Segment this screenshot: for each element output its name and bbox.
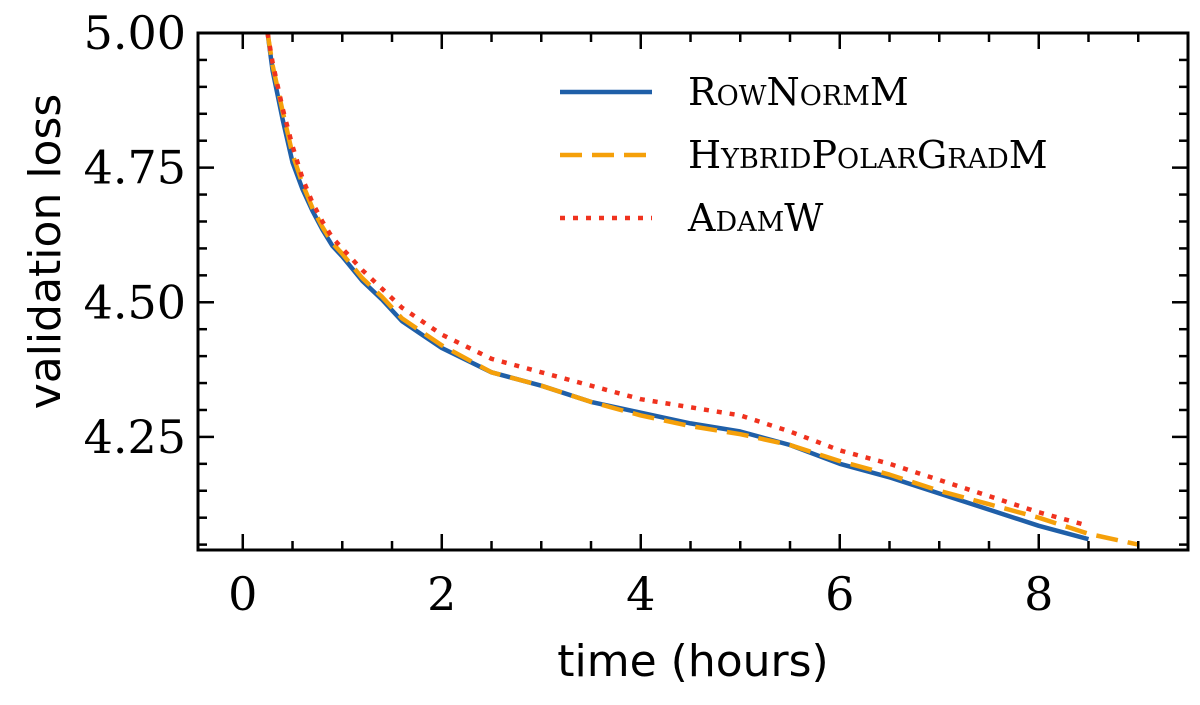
tick-labels-layer: 0 2 4 6 8 4.25 4.50 4.75 5.00 — [84, 6, 1054, 621]
series-layer — [265, 33, 1139, 547]
y-tick-label: 4.25 — [84, 410, 186, 464]
series-line-3 — [265, 33, 1090, 528]
legend: RowNormM HybridPolarGradM AdamW — [560, 70, 1048, 240]
series-line-2 — [265, 33, 1139, 547]
legend-label-3: AdamW — [687, 196, 823, 240]
y-axis-title: validation loss — [20, 94, 71, 410]
x-tick-label: 4 — [626, 567, 655, 621]
plot-frame — [196, 31, 1190, 552]
x-tick-label: 2 — [427, 567, 456, 621]
legend-label-2: HybridPolarGradM — [688, 133, 1048, 177]
ticks-layer — [198, 31, 1190, 550]
x-tick-label: 0 — [228, 567, 257, 621]
series-line-1 — [265, 33, 1090, 542]
y-tick-label: 4.50 — [84, 275, 186, 329]
x-tick-label: 8 — [1024, 567, 1053, 621]
x-tick-label: 6 — [825, 567, 854, 621]
y-tick-label: 5.00 — [84, 6, 186, 60]
legend-label-1: RowNormM — [688, 70, 909, 114]
x-axis-title: time (hours) — [557, 636, 828, 687]
y-tick-label: 4.75 — [84, 141, 186, 195]
